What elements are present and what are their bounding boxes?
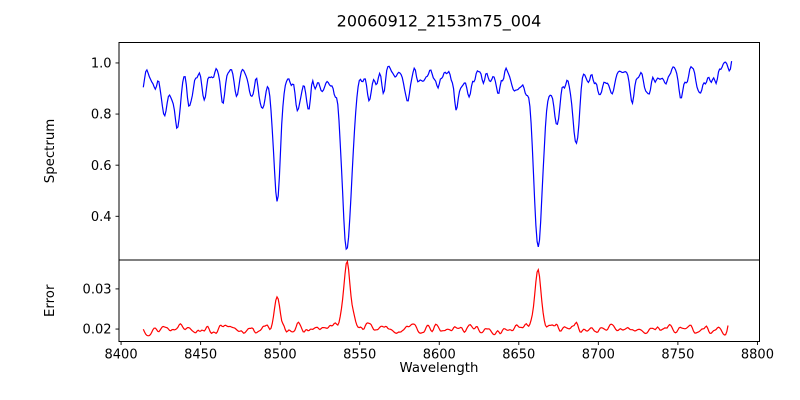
x-tick-label: 8600 <box>423 348 456 363</box>
x-tick-label: 8650 <box>502 348 535 363</box>
spectrum-y-axis-ticks: 0.4 0.6 0.8 1.0 <box>91 57 119 225</box>
error-line <box>142 260 729 337</box>
spectrum-y-tick-label: 0.6 <box>91 159 112 174</box>
x-axis-ticks: 8400 8450 8500 8550 8600 8650 8700 8750 8800 <box>105 341 774 363</box>
x-tick-label: 8500 <box>264 348 297 363</box>
spectrum-y-tick-label: 0.4 <box>91 210 112 225</box>
error-y-axis-ticks: 0.02 0.03 <box>83 283 119 338</box>
x-tick-label: 8700 <box>582 348 615 363</box>
x-tick-label: 8550 <box>343 348 376 363</box>
x-tick-label: 8750 <box>661 348 694 363</box>
x-tick-label: 8400 <box>105 348 138 363</box>
error-y-axis-label: Error <box>43 284 58 317</box>
error-y-tick-label: 0.03 <box>83 283 112 298</box>
error-y-tick-label: 0.02 <box>83 323 112 338</box>
x-axis-label: Wavelength <box>400 361 479 376</box>
spectrum-y-axis-label: Spectrum <box>43 119 58 183</box>
spectrum-axes-frame <box>118 42 760 261</box>
spectrum-y-tick-label: 1.0 <box>91 57 112 72</box>
x-tick-label: 8800 <box>741 348 774 363</box>
chart-title: 20060912_2153m75_004 <box>337 12 542 32</box>
spectrum-line <box>142 61 733 251</box>
spectrum-y-tick-label: 0.8 <box>91 108 112 123</box>
x-tick-label: 8450 <box>184 348 217 363</box>
